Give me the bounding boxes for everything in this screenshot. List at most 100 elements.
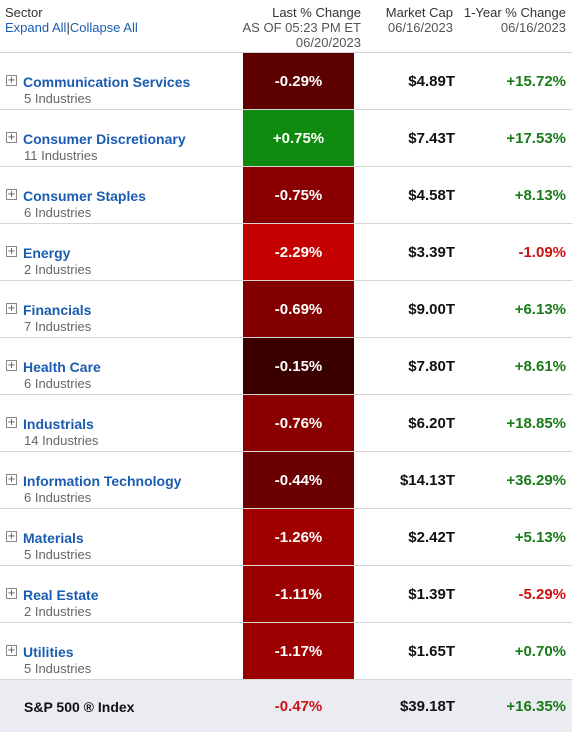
industry-count: 14 Industries bbox=[24, 433, 99, 448]
industry-count: 7 Industries bbox=[24, 319, 92, 334]
sector-row: + Financials 7 Industries -0.69% $9.00T +6.13… bbox=[0, 281, 572, 338]
industry-count: 2 Industries bbox=[24, 604, 92, 619]
sector-name-link[interactable]: Industrials bbox=[23, 416, 94, 432]
sector-name-link[interactable]: Utilities bbox=[23, 644, 74, 660]
sector-row: + Real Estate 2 Industries -1.11% $1.39T -5.2… bbox=[0, 566, 572, 623]
sector-rows: + Communication Services 5 Industries -0.29… bbox=[0, 53, 572, 680]
last-change-cell: -1.26% bbox=[243, 509, 354, 565]
index-name: S&P 500 ® Index bbox=[24, 699, 135, 715]
market-cap-cell: $9.00T bbox=[408, 301, 455, 318]
last-change-cell: -0.44% bbox=[243, 452, 354, 508]
industry-count: 5 Industries bbox=[24, 91, 92, 106]
sector-name-link[interactable]: Energy bbox=[23, 245, 71, 261]
last-change-cell: -1.17% bbox=[243, 623, 354, 679]
last-change-cell: -1.11% bbox=[243, 566, 354, 622]
sector-row: + Consumer Staples 6 Industries -0.75% $4.58… bbox=[0, 167, 572, 224]
plus-box-icon[interactable]: + bbox=[6, 246, 17, 257]
sector-row: + Information Technology 6 Industries -0.44… bbox=[0, 452, 572, 509]
market-cap-cell: $4.89T bbox=[408, 73, 455, 90]
industry-count: 6 Industries bbox=[24, 490, 92, 505]
last-change-cell: +0.75% bbox=[243, 110, 354, 166]
one-year-change-cell: +15.72% bbox=[506, 73, 566, 90]
sector-name-link[interactable]: Materials bbox=[23, 530, 84, 546]
plus-box-icon[interactable]: + bbox=[6, 303, 17, 314]
sector-name-link[interactable]: Consumer Discretionary bbox=[23, 131, 186, 147]
index-summary-row: S&P 500 ® Index -0.47% $39.18T +16.35% bbox=[0, 680, 572, 732]
index-last-change: -0.47% bbox=[274, 698, 323, 715]
collapse-all-link[interactable]: Collapse All bbox=[69, 20, 138, 35]
plus-box-icon[interactable]: + bbox=[6, 75, 17, 86]
last-change-title: Last % Change bbox=[272, 5, 361, 20]
market-cap-cell: $2.42T bbox=[408, 529, 455, 546]
sector-name-link[interactable]: Communication Services bbox=[23, 74, 191, 90]
one-year-change-cell: -1.09% bbox=[518, 244, 566, 261]
market-cap-column-header: Market Cap 06/16/2023 bbox=[386, 5, 453, 35]
market-cap-cell: $6.20T bbox=[408, 415, 455, 432]
one-year-change-cell: +0.70% bbox=[514, 643, 566, 660]
one-year-change-cell: +17.53% bbox=[506, 130, 566, 147]
market-cap-cell: $1.65T bbox=[408, 643, 455, 660]
market-cap-cell: $1.39T bbox=[408, 586, 455, 603]
sector-name-link[interactable]: Health Care bbox=[23, 359, 101, 375]
last-change-cell: -0.69% bbox=[243, 281, 354, 337]
last-change-as-of: AS OF 05:23 PM ET bbox=[242, 20, 362, 35]
sector-row: + Communication Services 5 Industries -0.29… bbox=[0, 53, 572, 110]
last-change-cell: -0.75% bbox=[243, 167, 354, 223]
sector-row: + Health Care 6 Industries -0.15% $7.80T +8.6… bbox=[0, 338, 572, 395]
one-year-change-cell: +18.85% bbox=[506, 415, 566, 432]
industry-count: 11 Industries bbox=[24, 148, 98, 163]
market-cap-date: 06/16/2023 bbox=[387, 20, 453, 35]
one-year-change-column-header: 1-Year % Change 06/16/2023 bbox=[464, 5, 566, 35]
sector-row: + Industrials 14 Industries -0.76% $6.20T +18… bbox=[0, 395, 572, 452]
sector-name-link[interactable]: Consumer Staples bbox=[23, 188, 146, 204]
sector-row: + Consumer Discretionary 11 Industries +0.7… bbox=[0, 110, 572, 167]
market-cap-cell: $4.58T bbox=[408, 187, 455, 204]
last-change-cell: -0.29% bbox=[243, 53, 354, 109]
sector-name-link[interactable]: Information Technology bbox=[23, 473, 182, 489]
last-change-column-header: Last % Change AS OF 05:23 PM ET 06/20/20… bbox=[243, 5, 362, 50]
sector-name-link[interactable]: Real Estate bbox=[23, 587, 99, 603]
market-cap-cell: $3.39T bbox=[408, 244, 455, 261]
plus-box-icon[interactable]: + bbox=[6, 474, 17, 485]
table-header: Sector Expand All|Collapse All Last % Ch… bbox=[0, 0, 572, 53]
expand-collapse-links: Expand All|Collapse All bbox=[5, 20, 138, 35]
one-year-change-cell: -5.29% bbox=[518, 586, 566, 603]
plus-box-icon[interactable]: + bbox=[6, 417, 17, 428]
market-cap-cell: $7.43T bbox=[408, 130, 455, 147]
index-market-cap: $39.18T bbox=[399, 698, 455, 715]
plus-box-icon[interactable]: + bbox=[6, 531, 17, 542]
expand-all-link[interactable]: Expand All bbox=[5, 20, 67, 35]
one-year-change-cell: +36.29% bbox=[506, 472, 566, 489]
last-change-cell: -0.76% bbox=[243, 395, 354, 451]
link-separator: | bbox=[66, 20, 70, 35]
last-change-cell: -2.29% bbox=[243, 224, 354, 280]
plus-box-icon[interactable]: + bbox=[6, 645, 17, 656]
last-change-date: 06/20/2023 bbox=[295, 35, 361, 50]
market-cap-title: Market Cap bbox=[385, 5, 453, 20]
plus-box-icon[interactable]: + bbox=[6, 132, 17, 143]
last-change-cell: -0.15% bbox=[243, 338, 354, 394]
industry-count: 5 Industries bbox=[24, 547, 92, 562]
one-year-change-title: 1-Year % Change bbox=[463, 5, 566, 20]
market-cap-cell: $14.13T bbox=[399, 472, 455, 489]
industry-count: 6 Industries bbox=[24, 205, 92, 220]
sector-name-link[interactable]: Financials bbox=[23, 302, 92, 318]
market-cap-cell: $7.80T bbox=[408, 358, 455, 375]
plus-box-icon[interactable]: + bbox=[6, 189, 17, 200]
index-one-year-change: +16.35% bbox=[506, 698, 566, 715]
industry-count: 2 Industries bbox=[24, 262, 92, 277]
plus-box-icon[interactable]: + bbox=[6, 588, 17, 599]
sector-row: + Utilities 5 Industries -1.17% $1.65T +0.70% bbox=[0, 623, 572, 680]
industry-count: 6 Industries bbox=[24, 376, 92, 391]
one-year-change-cell: +5.13% bbox=[514, 529, 566, 546]
one-year-change-cell: +8.13% bbox=[514, 187, 566, 204]
sector-column-header: Sector bbox=[5, 5, 43, 20]
one-year-change-cell: +6.13% bbox=[514, 301, 566, 318]
sector-row: + Materials 5 Industries -1.26% $2.42T +5.13% bbox=[0, 509, 572, 566]
sector-row: + Energy 2 Industries -2.29% $3.39T -1.09% bbox=[0, 224, 572, 281]
one-year-change-date: 06/16/2023 bbox=[500, 20, 566, 35]
plus-box-icon[interactable]: + bbox=[6, 360, 17, 371]
one-year-change-cell: +8.61% bbox=[514, 358, 566, 375]
industry-count: 5 Industries bbox=[24, 661, 92, 676]
